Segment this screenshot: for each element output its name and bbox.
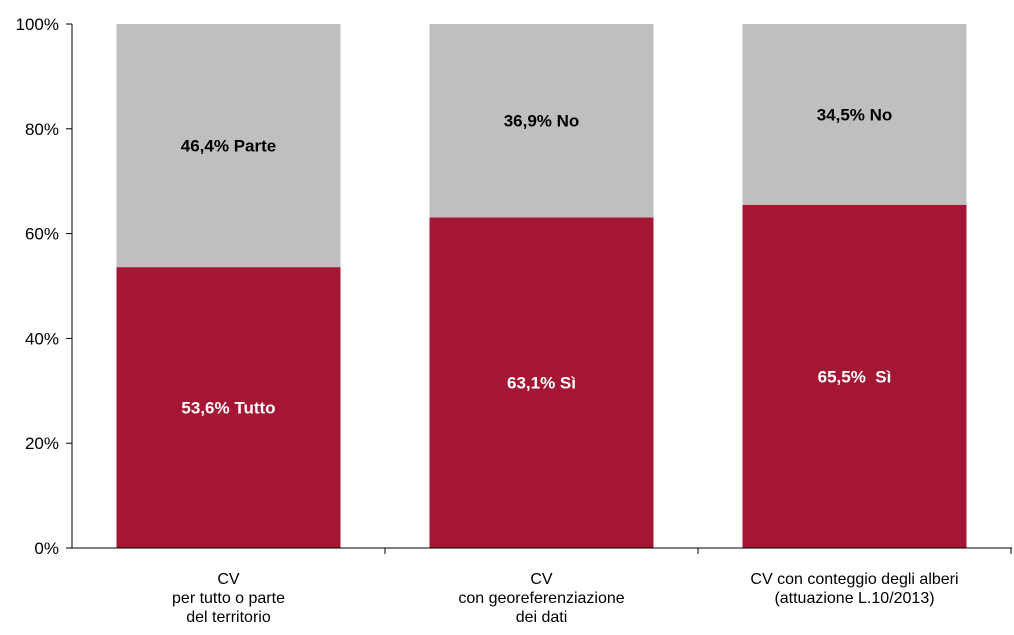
bar-value-label-3-2: 34,5% No [817,105,893,124]
bar-value-label-1-1: 53,6% Tutto [181,399,275,418]
bar-segment-2-2 [429,24,654,218]
bar-value-label-2-1: 63,1% Sì [507,374,576,393]
y-tick-label-40pct: 40% [25,329,59,348]
bar-segment-1-2 [116,24,341,268]
y-tick-label-100pct: 100% [16,15,59,34]
axes-layer [66,23,1012,554]
y-tick-label-60pct: 60% [25,225,59,244]
bars-layer [116,24,967,548]
bar-segment-2-1 [429,217,654,548]
category-label-2: CV con georeferenziazione dei dati [458,571,624,626]
bar-value-label-3-1: 65,5% Sì [818,367,892,386]
bar-segment-3-1 [742,204,967,548]
y-tick-label-80pct: 80% [25,120,59,139]
bar-value-label-1-2: 46,4% Parte [181,137,276,156]
bar-segment-3-2 [742,24,967,205]
y-tick-label-0pct: 0% [34,539,59,558]
labels-layer: 53,6% Tutto 46,4% Parte CV per tutto o part… [16,15,959,626]
y-tick-label-20pct: 20% [25,434,59,453]
category-label-1: CV per tutto o parte del territorio [172,571,285,626]
category-label-3: CV con conteggio degli alberi (attuazione… [750,571,958,607]
bar-segment-1-1 [116,267,341,548]
bar-value-label-2-2: 36,9% No [504,112,580,131]
